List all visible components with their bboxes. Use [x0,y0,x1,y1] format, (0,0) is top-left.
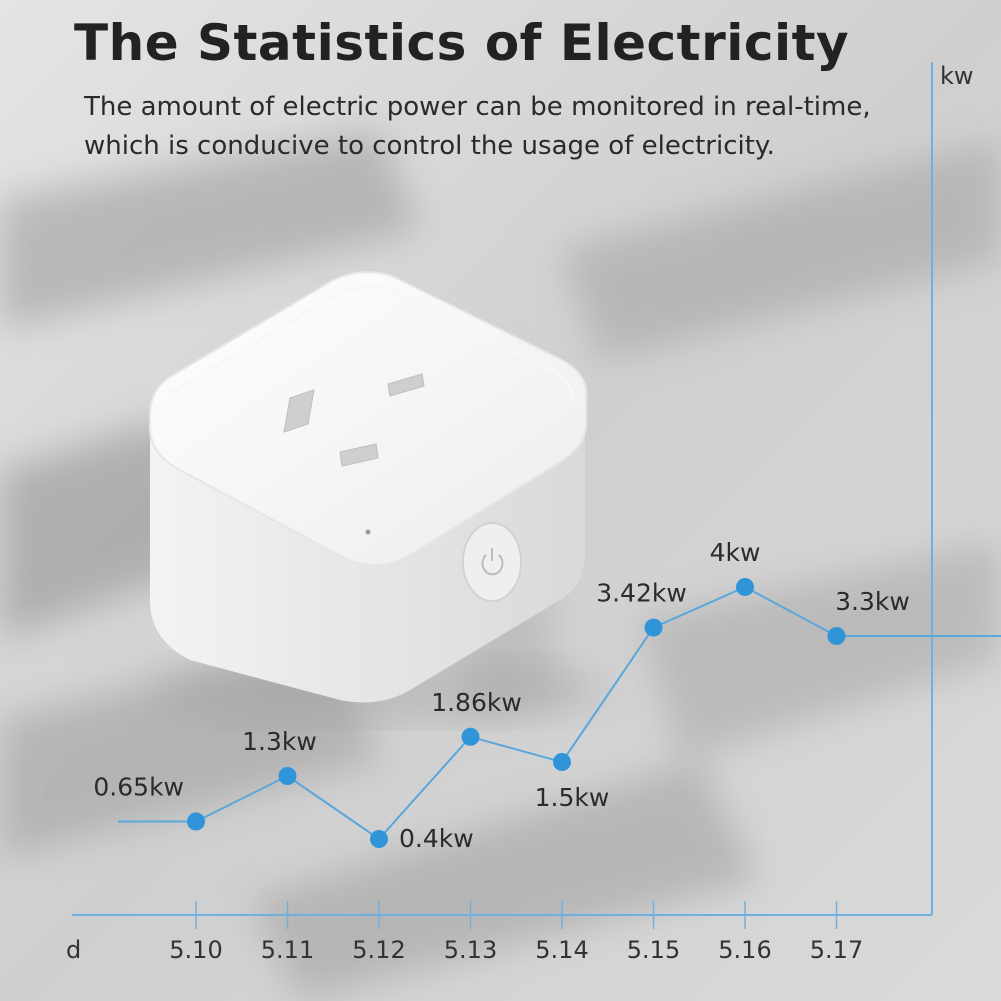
y-axis-unit: kw [940,62,974,90]
data-point [827,627,846,645]
data-label: 1.5kw [535,783,610,812]
data-label: 3.3kw [835,587,910,616]
data-label: 3.42kw [596,579,687,608]
x-tick-label: 5.17 [810,936,863,964]
x-tick-label: 5.10 [169,936,222,964]
smart-plug-image [149,271,610,724]
data-label: 4kw [710,538,761,567]
x-axis-unit: d [66,936,81,964]
data-point [736,578,754,596]
series-line-segment [744,586,837,637]
data-point [370,830,388,848]
x-tick-label: 5.12 [352,936,405,964]
x-tick-label: 5.13 [444,936,497,964]
data-point [278,767,297,785]
data-label: 1.3kw [242,727,317,756]
power-icon [481,548,504,576]
page-title: The Statistics of Electricity [74,14,850,72]
x-tick-label: 5.16 [718,936,771,964]
page-subtitle: The amount of electric power can be moni… [84,92,871,161]
data-label: 0.65kw [93,773,184,802]
series-line-segment [561,627,655,763]
x-tick-label: 5.15 [627,936,680,964]
data-label: 0.4kw [399,824,474,853]
data-label: 1.86kw [431,688,522,717]
data-point [644,618,663,637]
x-tick-label: 5.14 [535,936,588,964]
series-line-segment [195,775,288,823]
data-point [553,753,571,771]
series-line-segment [653,586,746,629]
series-line-segment [378,736,472,840]
data-point [461,727,480,746]
series-line-segment [286,775,380,840]
x-tick-label: 5.11 [261,936,314,964]
data-point [187,812,205,831]
series-line-segment [470,735,563,763]
